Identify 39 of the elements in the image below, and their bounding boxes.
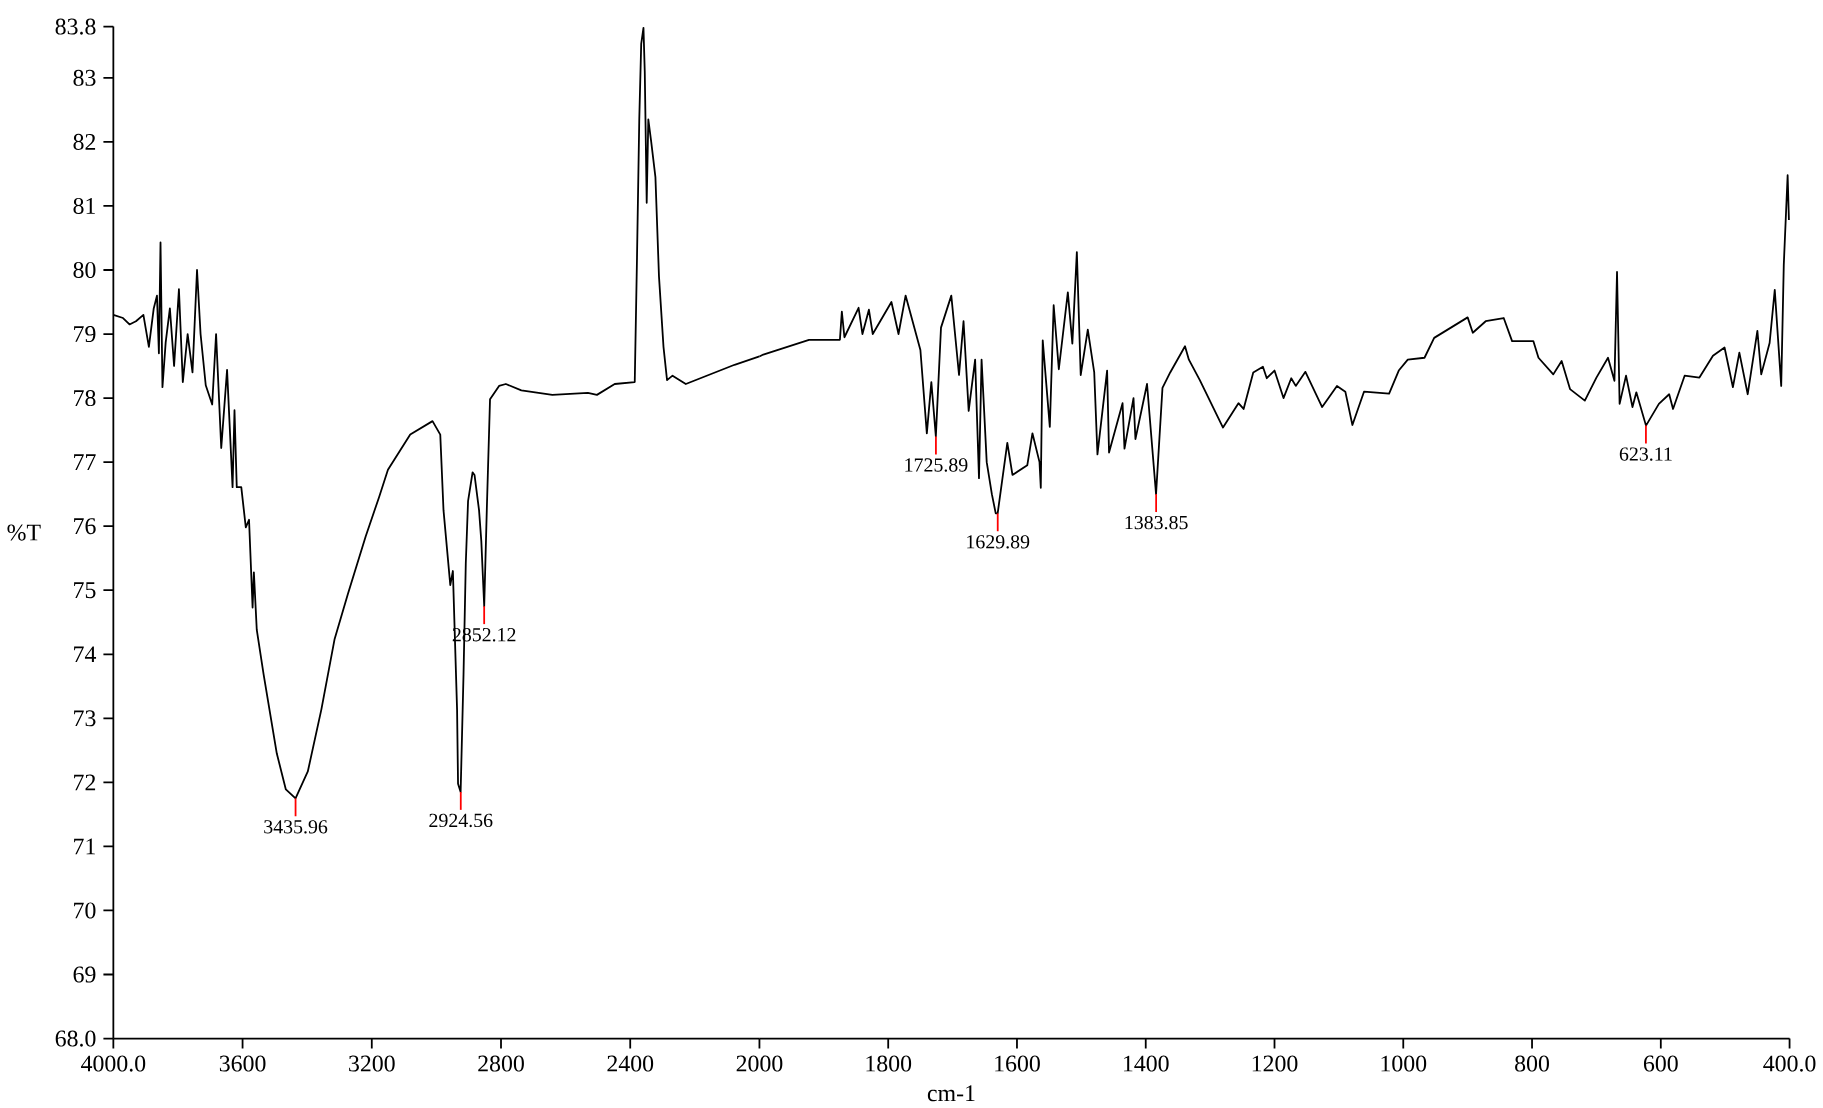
annotation: 3435.96 bbox=[264, 820, 328, 834]
x-tick-label: 2400 bbox=[607, 1055, 654, 1072]
y-tick-label: 79 bbox=[74, 326, 96, 343]
y-tick-label: 80 bbox=[73, 261, 96, 279]
x-tick-label: 600 bbox=[1643, 1055, 1678, 1072]
x-tick-label: 3200 bbox=[349, 1055, 395, 1072]
y-tick-label: 78 bbox=[74, 390, 96, 407]
y-tick-label: 83.8 bbox=[55, 18, 96, 35]
y-tick-label: 75 bbox=[74, 582, 96, 599]
x-tick-label: 3600 bbox=[219, 1055, 266, 1072]
x-tick-label: 2800 bbox=[478, 1055, 524, 1072]
x-tick-label: 2000 bbox=[736, 1055, 783, 1072]
x-tick-label: 1200 bbox=[1252, 1055, 1298, 1072]
x-tick-label: 4000.0 bbox=[81, 1055, 146, 1072]
y-tick-label: 72 bbox=[74, 774, 96, 791]
x-tick-label: 1400 bbox=[1123, 1055, 1169, 1072]
y-tick-label: 77 bbox=[74, 454, 96, 470]
y-tick-label: 73 bbox=[74, 710, 96, 727]
x-tick-label: 800 bbox=[1515, 1055, 1549, 1072]
y-tick-label: 83 bbox=[73, 69, 96, 86]
x-tick-label: 1000 bbox=[1381, 1055, 1427, 1072]
y-tick-label: 74 bbox=[74, 646, 97, 663]
y-tick-label: 81 bbox=[73, 197, 95, 215]
annotation: 1383.85 bbox=[1125, 515, 1188, 530]
y-tick-label: 70 bbox=[74, 902, 96, 919]
y-tick-label: 68.0 bbox=[55, 1030, 96, 1047]
annotation: 2924.56 bbox=[429, 813, 493, 828]
annotation: 1725.89 bbox=[905, 458, 968, 472]
y-tick-label: 76 bbox=[74, 518, 96, 535]
y-tick-label: 71 bbox=[74, 838, 95, 855]
x-tick-label: 400.0 bbox=[1763, 1055, 1816, 1072]
x-tick-label: 1800 bbox=[866, 1055, 912, 1072]
y-tick-label: 82 bbox=[73, 133, 96, 150]
x-tick-label: 1600 bbox=[995, 1055, 1040, 1072]
annotation: 1629.89 bbox=[967, 535, 1030, 549]
y-tick-label: 69 bbox=[73, 966, 96, 983]
x-axis-title: cm-1 bbox=[927, 1085, 975, 1102]
y-axis-title: %T bbox=[7, 524, 41, 541]
annotation: 623.11 bbox=[1619, 447, 1672, 461]
